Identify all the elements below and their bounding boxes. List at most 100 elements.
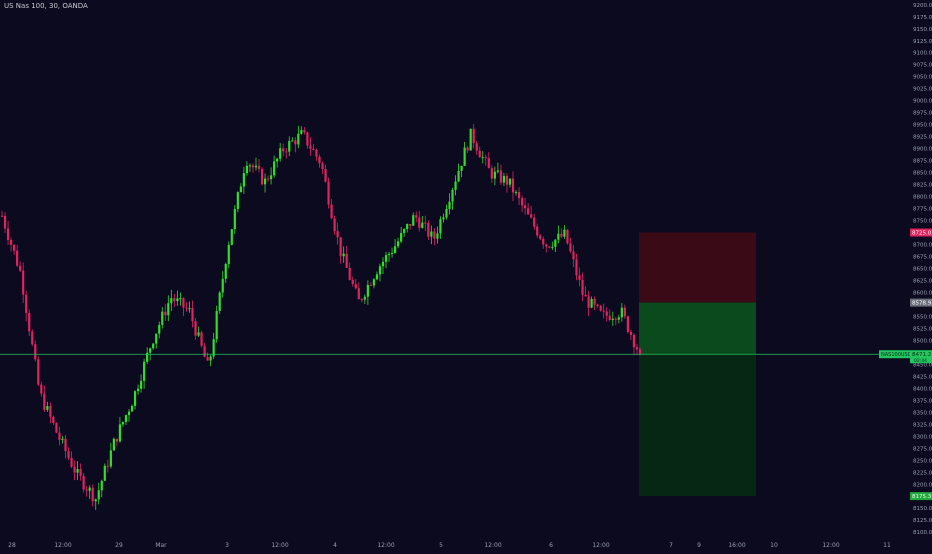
candle-body (185, 307, 188, 309)
y-axis-tick-label: 8700.0 (913, 243, 932, 249)
candle-body (436, 233, 439, 239)
candle-body (481, 157, 484, 159)
candle-body (109, 450, 112, 467)
candle-body (221, 278, 224, 293)
symbol-title: US Nas 100, 30, OANDA (4, 2, 88, 10)
candle-body (130, 405, 134, 412)
candle-body (170, 298, 173, 304)
x-axis-tick-label: 28 (8, 542, 16, 549)
candle-body (270, 175, 273, 180)
candle-body (22, 270, 25, 295)
candle-body (46, 406, 49, 410)
x-axis-tick-label: 12:00 (377, 542, 394, 549)
y-axis-tick-label: 8900.0 (913, 147, 932, 153)
candle-body (499, 170, 503, 183)
candle-body (315, 149, 318, 157)
candle-body (599, 305, 602, 311)
candle-body (273, 161, 276, 176)
x-axis-tick-label: 12:00 (484, 542, 501, 549)
candle-body (430, 231, 433, 237)
candle-body (209, 356, 212, 361)
candle-body (545, 244, 548, 247)
candle-body (472, 128, 475, 144)
y-axis-tick-label: 9025.0 (913, 87, 932, 93)
candle-body (617, 317, 620, 320)
candle-body (427, 222, 430, 237)
candle-body (587, 296, 590, 308)
candle-body (393, 246, 397, 253)
y-axis-tick-label: 8425.0 (913, 374, 932, 380)
candle-body (239, 186, 242, 193)
y-axis-tick-label: 9000.0 (913, 99, 932, 105)
candle-body (0, 215, 4, 217)
candle-body (300, 130, 303, 134)
y-axis-tick-label: 9050.0 (913, 75, 932, 81)
candle-body (406, 224, 409, 230)
y-axis-tick-label: 8750.0 (913, 219, 932, 225)
candle-body (176, 298, 179, 302)
y-axis-tick-label: 8225.0 (913, 470, 932, 476)
candle-body (366, 284, 369, 297)
candle-body (354, 284, 357, 289)
candle-body (517, 191, 521, 199)
candle-body (43, 393, 46, 410)
x-axis-tick-label: 6 (549, 542, 553, 549)
candle-body (25, 294, 28, 314)
candle-body (409, 224, 412, 226)
candle-body (94, 499, 97, 502)
target-price-tag: 8175.3 (912, 494, 932, 500)
candle-body (424, 222, 427, 224)
candle-body (112, 438, 115, 451)
candle-body (469, 128, 472, 151)
candle-body (266, 178, 270, 180)
y-axis-tick-label: 8400.0 (913, 386, 932, 392)
candle-body (164, 311, 167, 316)
candle-body (421, 222, 424, 228)
candle-body (70, 457, 73, 467)
candle-body (158, 324, 161, 334)
candle-body (179, 297, 182, 299)
candle-body (61, 438, 64, 440)
candle-body (342, 253, 345, 257)
candle-body (73, 466, 76, 473)
candle-body (16, 250, 19, 266)
x-axis-tick-label: Mar (155, 542, 167, 549)
candle-body (58, 432, 61, 440)
candle-body (569, 243, 572, 252)
candle-body (91, 487, 94, 502)
candle-body (37, 359, 40, 385)
candle-body (224, 263, 227, 279)
candle-body (614, 318, 617, 320)
candle-body (484, 157, 487, 159)
y-axis-tick-label: 8275.0 (913, 446, 932, 452)
candle-body (418, 217, 421, 228)
candle-body (530, 214, 533, 218)
y-axis-tick-label: 8550.0 (913, 314, 932, 320)
candle-body (369, 284, 372, 286)
candle-body (106, 465, 109, 467)
candle-body (378, 266, 382, 275)
y-axis-tick-label: 8850.0 (913, 171, 932, 177)
y-axis-tick-label: 8350.0 (913, 410, 932, 416)
candle-body (251, 165, 255, 168)
candle-body (149, 348, 152, 353)
candle-body (85, 489, 88, 491)
candle-body (242, 173, 245, 187)
x-axis-tick-label: 9 (697, 542, 701, 549)
candle-body (146, 352, 149, 362)
candle-body (457, 170, 460, 182)
candle-body (493, 171, 496, 179)
candle-body (182, 297, 185, 308)
y-axis-tick-label: 9175.0 (913, 15, 932, 21)
candle-body (593, 298, 596, 305)
x-axis-tick-label: 16:00 (728, 542, 745, 549)
y-axis-tick-label: 8100.0 (913, 530, 932, 536)
candle-body (82, 475, 85, 490)
candle-body (227, 244, 230, 264)
candle-body (103, 465, 106, 481)
y-axis-tick-label: 9125.0 (913, 39, 932, 45)
candle-body (257, 165, 261, 169)
